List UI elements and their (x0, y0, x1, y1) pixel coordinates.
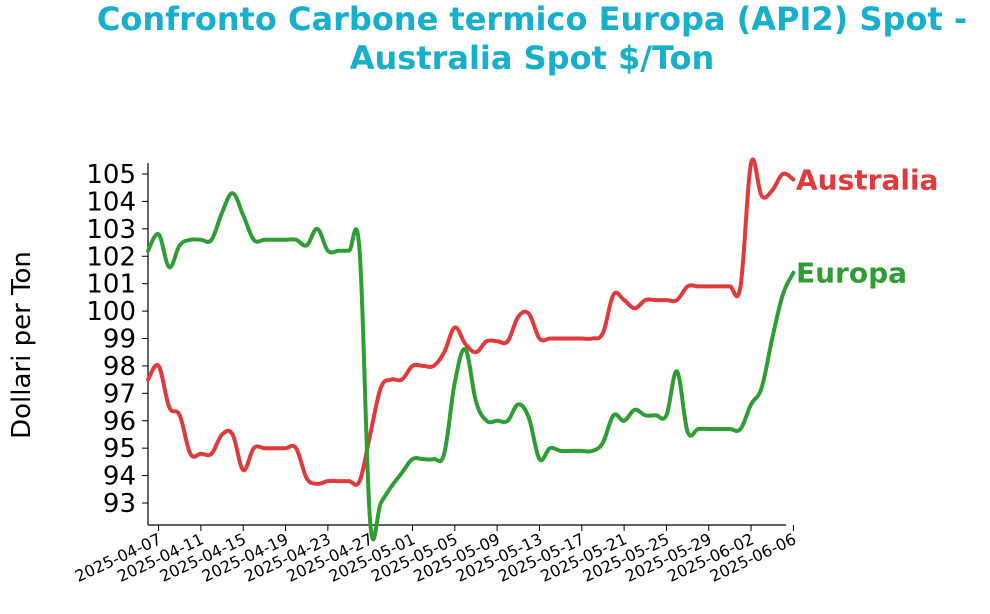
y-tick-label: 105 (86, 160, 136, 190)
y-tick-label: 97 (103, 379, 136, 409)
series-label-australia: Australia (796, 163, 938, 196)
y-tick-label: 99 (103, 325, 136, 355)
y-axis-label: Dollari per Ton (7, 251, 37, 439)
y-tick-label: 100 (86, 297, 136, 327)
series-label-europa: Europa (796, 257, 907, 290)
y-tick-label: 102 (86, 242, 136, 272)
y-tick-label: 104 (86, 187, 136, 217)
series-lines (146, 157, 796, 542)
y-tick-label: 101 (86, 270, 136, 300)
series-line-australia (146, 157, 796, 487)
y-tick-label: 96 (103, 407, 136, 437)
y-tick-label: 93 (103, 489, 136, 519)
y-tick-label: 94 (103, 462, 136, 492)
y-tick-label: 98 (103, 352, 136, 382)
chart-title-line1: Confronto Carbone termico Europa (API2) … (96, 0, 968, 38)
y-tick-label: 95 (103, 434, 136, 464)
axes (147, 163, 786, 526)
series-line-europa (146, 191, 796, 542)
series-labels: Australia Europa (796, 163, 938, 289)
y-tick-label: 103 (86, 215, 136, 245)
x-axis-ticks: 2025-04-072025-04-112025-04-152025-04-19… (72, 525, 799, 586)
chart-title-line2: Australia Spot $/Ton (349, 39, 715, 77)
chart-title: Confronto Carbone termico Europa (API2) … (0, 0, 990, 78)
